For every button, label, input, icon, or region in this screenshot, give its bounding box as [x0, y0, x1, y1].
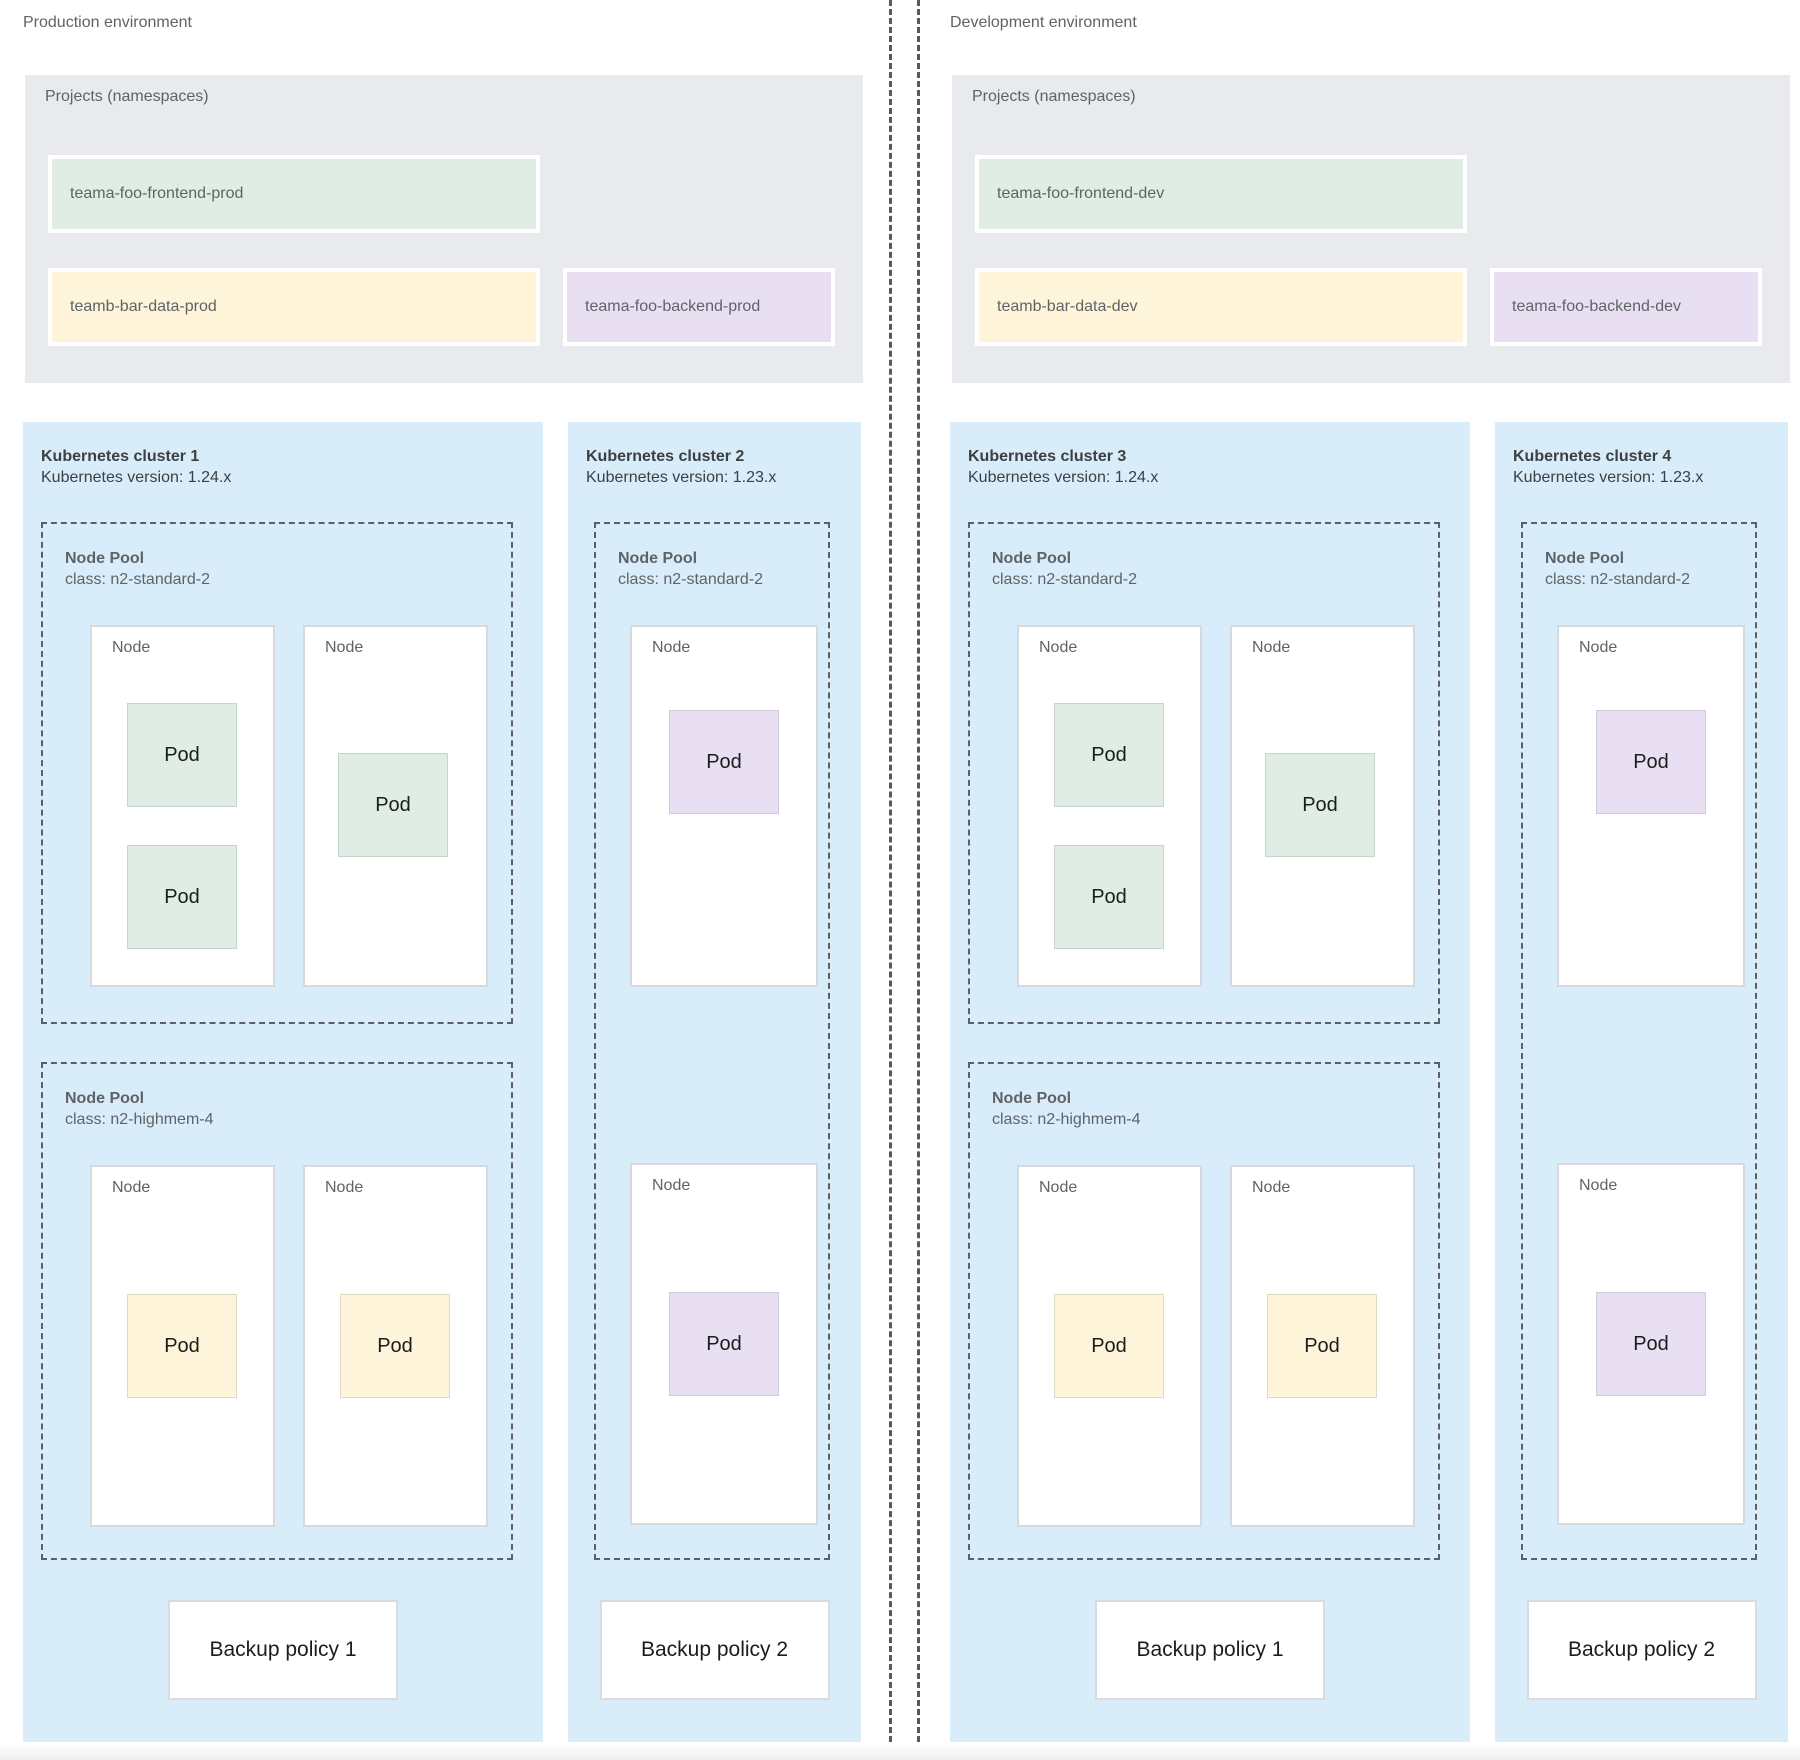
node-label: Node — [1252, 1179, 1291, 1196]
environment-divider-line — [917, 0, 920, 1760]
cluster-header: Kubernetes cluster 2 Kubernetes version:… — [586, 446, 776, 488]
node-pool-highmem: Node Pool class: n2-highmem-4 Node Pod N… — [41, 1062, 513, 1560]
node-pool-class: class: n2-standard-2 — [65, 571, 210, 588]
environment-title: Production environment — [23, 14, 192, 31]
pod-box: Pod — [127, 845, 237, 949]
node-pool-name: Node Pool — [992, 550, 1072, 567]
node-label: Node — [1579, 1177, 1618, 1194]
projects-namespaces-panel: Projects (namespaces) teama-foo-frontend… — [952, 75, 1790, 383]
cluster-version: Kubernetes version: 1.24.x — [41, 469, 232, 486]
node-pool-name: Node Pool — [992, 1090, 1072, 1107]
cluster-name: Kubernetes cluster 1 — [41, 448, 200, 465]
node-pool-header: Node Pool class: n2-standard-2 — [65, 548, 210, 590]
pod-box: Pod — [127, 1294, 237, 1398]
cluster-version: Kubernetes version: 1.23.x — [586, 469, 777, 486]
node-pool-class: class: n2-standard-2 — [618, 571, 763, 588]
cluster-name: Kubernetes cluster 2 — [586, 448, 745, 465]
node-box: Node Pod — [303, 625, 488, 987]
node-box: Node Pod Pod — [90, 625, 275, 987]
node-label: Node — [1252, 639, 1291, 656]
node-label: Node — [112, 639, 151, 656]
pod-box: Pod — [127, 703, 237, 807]
cluster-version: Kubernetes version: 1.24.x — [968, 469, 1159, 486]
node-box: Node Pod Pod — [1017, 625, 1202, 987]
backup-policy-box: Backup policy 1 — [1095, 1600, 1325, 1700]
environment-production: Production environment Projects (namespa… — [23, 0, 868, 1760]
pod-box: Pod — [1265, 753, 1375, 857]
node-box: Node Pod — [1017, 1165, 1202, 1527]
environment-title: Development environment — [950, 14, 1137, 31]
node-pool-highmem: Node Pool class: n2-highmem-4 Node Pod N… — [968, 1062, 1440, 1560]
node-box: Node Pod — [630, 1163, 818, 1525]
node-pool-header: Node Pool class: n2-standard-2 — [618, 548, 763, 590]
projects-panel-label: Projects (namespaces) — [45, 88, 209, 105]
node-label: Node — [1039, 1179, 1078, 1196]
cluster-version: Kubernetes version: 1.23.x — [1513, 469, 1704, 486]
pod-box: Pod — [1054, 845, 1164, 949]
node-label: Node — [652, 639, 691, 656]
node-pool-standard: Node Pool class: n2-standard-2 Node Pod … — [41, 522, 513, 1024]
kubernetes-cluster-2: Kubernetes cluster 2 Kubernetes version:… — [568, 422, 861, 1742]
namespace-box-backend: teama-foo-backend-dev — [1490, 268, 1762, 346]
node-pool-class: class: n2-highmem-4 — [65, 1111, 214, 1128]
pod-box: Pod — [669, 1292, 779, 1396]
namespace-box-frontend: teama-foo-frontend-dev — [975, 155, 1467, 233]
cluster-header: Kubernetes cluster 4 Kubernetes version:… — [1513, 446, 1703, 488]
kubernetes-cluster-4: Kubernetes cluster 4 Kubernetes version:… — [1495, 422, 1788, 1742]
cluster-name: Kubernetes cluster 3 — [968, 448, 1127, 465]
node-pool-name: Node Pool — [65, 550, 145, 567]
pod-box: Pod — [338, 753, 448, 857]
node-pool-header: Node Pool class: n2-highmem-4 — [65, 1088, 214, 1130]
pod-box: Pod — [1596, 1292, 1706, 1396]
node-box: Node Pod — [1557, 625, 1745, 987]
node-pool-header: Node Pool class: n2-highmem-4 — [992, 1088, 1141, 1130]
cluster-name: Kubernetes cluster 4 — [1513, 448, 1672, 465]
namespace-box-data: teamb-bar-data-prod — [48, 268, 540, 346]
namespace-box-backend: teama-foo-backend-prod — [563, 268, 835, 346]
node-label: Node — [112, 1179, 151, 1196]
node-pool-standard: Node Pool class: n2-standard-2 Node Pod … — [968, 522, 1440, 1024]
node-pool-header: Node Pool class: n2-standard-2 — [1545, 548, 1690, 590]
node-pool-name: Node Pool — [1545, 550, 1625, 567]
namespace-box-data: teamb-bar-data-dev — [975, 268, 1467, 346]
node-pool-standard: Node Pool class: n2-standard-2 Node Pod … — [1521, 522, 1757, 1560]
node-pool-class: class: n2-standard-2 — [992, 571, 1137, 588]
node-label: Node — [652, 1177, 691, 1194]
pod-box: Pod — [1596, 710, 1706, 814]
cluster-header: Kubernetes cluster 1 Kubernetes version:… — [41, 446, 231, 488]
node-box: Node Pod — [1230, 1165, 1415, 1527]
environment-development: Development environment Projects (namesp… — [950, 0, 1795, 1760]
node-box: Node Pod — [303, 1165, 488, 1527]
node-box: Node Pod — [1557, 1163, 1745, 1525]
environment-divider-line — [889, 0, 892, 1760]
namespace-box-frontend: teama-foo-frontend-prod — [48, 155, 540, 233]
kubernetes-cluster-1: Kubernetes cluster 1 Kubernetes version:… — [23, 422, 543, 1742]
pod-box: Pod — [1267, 1294, 1377, 1398]
bottom-edge-fade — [0, 1744, 1800, 1760]
projects-namespaces-panel: Projects (namespaces) teama-foo-frontend… — [25, 75, 863, 383]
backup-policy-box: Backup policy 1 — [168, 1600, 398, 1700]
node-pool-name: Node Pool — [618, 550, 698, 567]
node-label: Node — [325, 639, 364, 656]
node-label: Node — [325, 1179, 364, 1196]
pod-box: Pod — [1054, 703, 1164, 807]
node-box: Node Pod — [90, 1165, 275, 1527]
backup-policy-box: Backup policy 2 — [1526, 1600, 1757, 1700]
kubernetes-cluster-3: Kubernetes cluster 3 Kubernetes version:… — [950, 422, 1470, 1742]
node-pool-header: Node Pool class: n2-standard-2 — [992, 548, 1137, 590]
node-pool-class: class: n2-highmem-4 — [992, 1111, 1141, 1128]
projects-panel-label: Projects (namespaces) — [972, 88, 1136, 105]
pod-box: Pod — [340, 1294, 450, 1398]
backup-policy-box: Backup policy 2 — [599, 1600, 830, 1700]
node-pool-class: class: n2-standard-2 — [1545, 571, 1690, 588]
node-pool-name: Node Pool — [65, 1090, 145, 1107]
node-label: Node — [1039, 639, 1078, 656]
node-label: Node — [1579, 639, 1618, 656]
node-pool-standard: Node Pool class: n2-standard-2 Node Pod … — [594, 522, 830, 1560]
pod-box: Pod — [669, 710, 779, 814]
node-box: Node Pod — [630, 625, 818, 987]
pod-box: Pod — [1054, 1294, 1164, 1398]
cluster-header: Kubernetes cluster 3 Kubernetes version:… — [968, 446, 1158, 488]
node-box: Node Pod — [1230, 625, 1415, 987]
